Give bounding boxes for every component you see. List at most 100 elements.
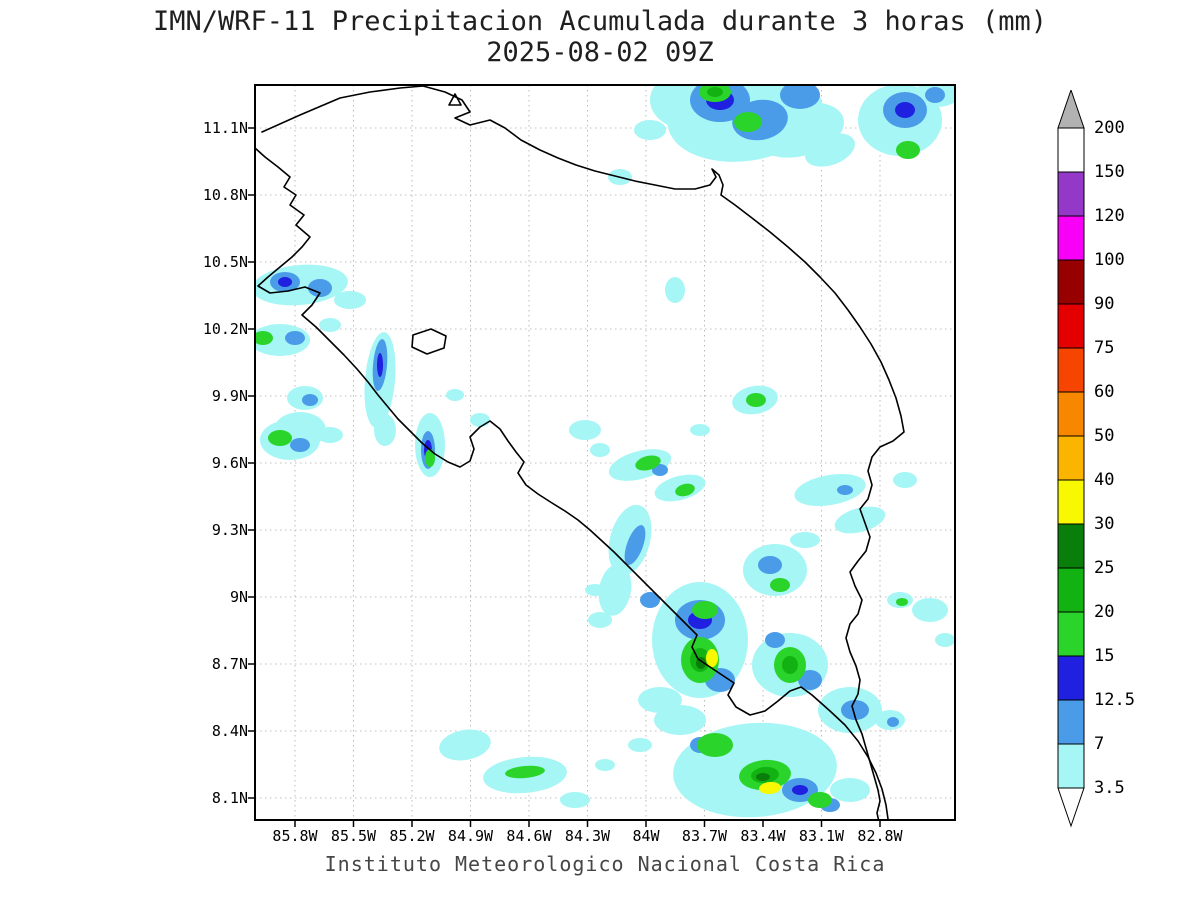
colorbar-tick-label: 3.5 xyxy=(1094,778,1125,798)
lat-tick-label: 10.8N xyxy=(202,186,248,204)
precip-area xyxy=(425,449,435,467)
precip-area xyxy=(792,785,808,795)
precip-area xyxy=(319,318,341,332)
precip-area xyxy=(635,455,661,471)
precip-area xyxy=(334,291,366,309)
axis-ticks xyxy=(248,127,881,827)
precip-area xyxy=(896,141,920,159)
precip-map xyxy=(248,84,956,827)
colorbar-tick-label: 30 xyxy=(1094,514,1115,534)
precip-area xyxy=(302,394,318,406)
precip-area xyxy=(834,506,886,534)
precip-area xyxy=(374,414,396,446)
page-title: IMN/WRF-11 Precipitacion Acumulada duran… xyxy=(152,6,1048,37)
precip-area xyxy=(770,578,790,592)
lon-tick-label: 83.1W xyxy=(798,827,845,845)
colorbar-tick-label: 150 xyxy=(1094,162,1125,182)
lat-tick-label: 11.1N xyxy=(202,119,248,137)
precip-area xyxy=(808,792,832,808)
precip-area xyxy=(628,738,652,752)
precip-area xyxy=(654,705,706,735)
lon-tick-label: 84.6W xyxy=(506,827,552,845)
footer-text: Instituto Meteorologico Nacional Costa R… xyxy=(324,852,886,876)
precip-area xyxy=(634,120,666,140)
lat-tick-label: 8.4N xyxy=(211,722,248,740)
colorbar-tick-label: 7 xyxy=(1094,734,1105,754)
colorbar-segment xyxy=(1057,479,1085,525)
precip-area xyxy=(285,331,305,345)
colorbar-scale xyxy=(1057,90,1085,828)
precip-area xyxy=(446,389,464,401)
lat-tick-label: 8.1N xyxy=(211,789,248,807)
colorbar-tick-label: 25 xyxy=(1094,558,1115,578)
precip-area xyxy=(675,483,695,497)
coastline-path xyxy=(448,93,462,106)
precip-area xyxy=(569,420,601,440)
precip-area xyxy=(278,277,292,287)
precip-area xyxy=(912,598,948,622)
precip-area xyxy=(590,443,610,457)
lon-tick-label: 85.8W xyxy=(272,827,318,845)
precip-area xyxy=(887,717,899,727)
lat-tick-label: 9.6N xyxy=(211,454,248,472)
colorbar-segment xyxy=(1057,655,1085,701)
precip-area xyxy=(895,102,915,118)
precip-area xyxy=(692,601,718,619)
precip-area xyxy=(560,792,590,808)
coastline-path xyxy=(261,85,905,820)
precip-area xyxy=(790,532,820,548)
precip-area xyxy=(665,277,685,303)
colorbar-above-max-arrow xyxy=(1057,90,1085,129)
precip-area xyxy=(308,279,332,297)
colorbar-tick-label: 15 xyxy=(1094,646,1115,666)
precip-area xyxy=(598,564,632,616)
colorbar-tick-label: 120 xyxy=(1094,206,1125,226)
lat-tick-label: 9N xyxy=(229,588,248,606)
precip-area xyxy=(255,331,273,345)
precip-area xyxy=(746,393,766,407)
lon-tick-label: 83.4W xyxy=(740,827,786,845)
precip-area xyxy=(640,592,660,608)
precip-area xyxy=(707,87,723,97)
precip-area xyxy=(734,112,762,132)
colorbar-segment xyxy=(1057,567,1085,613)
lon-tick-label: 85.5W xyxy=(330,827,377,845)
precip-area xyxy=(765,632,785,648)
precip-area xyxy=(706,649,718,667)
colorbar-segment xyxy=(1057,127,1085,173)
colorbar-segment xyxy=(1057,215,1085,261)
colorbar-tick-label: 75 xyxy=(1094,338,1115,358)
precip-area xyxy=(794,473,866,507)
lat-axis-labels: 11.1N 10.8N 10.5N 10.2N 9.9N 9.6N 9.3N 9N 8.7N 8.… xyxy=(168,0,248,900)
precip-area xyxy=(805,133,855,167)
precip-area xyxy=(505,765,545,779)
precip-area xyxy=(780,85,820,109)
precip-area xyxy=(837,485,853,495)
precip-area xyxy=(317,427,343,443)
precip-area xyxy=(588,612,612,628)
precip-area xyxy=(896,598,908,606)
precip-area xyxy=(759,781,781,795)
lat-tick-label: 10.2N xyxy=(202,320,248,338)
precip-area xyxy=(841,700,869,720)
precip-area xyxy=(756,773,770,781)
colorbar-segment xyxy=(1057,171,1085,217)
precip-area xyxy=(893,472,917,488)
precip-area xyxy=(290,438,310,452)
colorbar-tick-label: 90 xyxy=(1094,294,1115,314)
precip-area xyxy=(798,670,822,690)
colorbar-segment xyxy=(1057,303,1085,349)
precip-area xyxy=(935,633,955,647)
colorbar-segment xyxy=(1057,435,1085,481)
precip-area xyxy=(439,729,491,761)
colorbar-tick-label: 60 xyxy=(1094,382,1115,402)
precip-area xyxy=(925,87,945,103)
lat-tick-label: 9.3N xyxy=(211,521,248,539)
colorbar-segment xyxy=(1057,391,1085,437)
coastline-path xyxy=(255,147,889,820)
precip-area xyxy=(585,584,605,596)
precip-area xyxy=(690,424,710,436)
plot-border xyxy=(254,84,956,821)
